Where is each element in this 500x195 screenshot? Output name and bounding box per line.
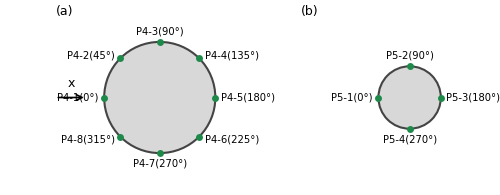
Text: x: x [68,77,74,90]
Text: P4-7(270°): P4-7(270°) [132,159,187,169]
Text: (b): (b) [300,5,318,18]
Text: P4-3(90°): P4-3(90°) [136,26,184,36]
Text: P5-2(90°): P5-2(90°) [386,51,434,61]
Text: (a): (a) [56,5,73,18]
Circle shape [378,66,441,129]
Text: P4-4(135°): P4-4(135°) [204,51,258,60]
Text: P4-5(180°): P4-5(180°) [221,92,275,103]
Text: P5-3(180°): P5-3(180°) [446,92,500,103]
Text: P5-1(0°): P5-1(0°) [332,92,373,103]
Text: P4-2(45°): P4-2(45°) [67,51,115,60]
Circle shape [104,42,216,153]
Text: P4-6(225°): P4-6(225°) [204,135,259,144]
Text: P4-8(315°): P4-8(315°) [61,135,115,144]
Text: P4-1(0°): P4-1(0°) [57,92,98,103]
Text: P5-4(270°): P5-4(270°) [382,134,436,144]
